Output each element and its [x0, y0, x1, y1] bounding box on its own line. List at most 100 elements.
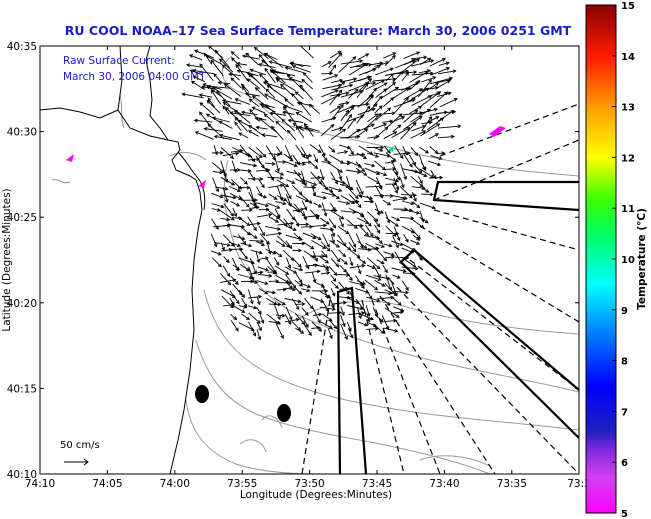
coastline-raritan-bay — [40, 107, 119, 119]
current-vector — [357, 240, 368, 249]
current-vector — [418, 69, 431, 74]
y-axis-label: Latitude (Degrees:Minutes) — [1, 188, 13, 331]
current-vector — [364, 162, 376, 168]
current-vector — [366, 326, 379, 331]
current-vector — [330, 128, 347, 140]
current-vector — [328, 296, 335, 309]
current-vector — [190, 80, 205, 91]
current-vector — [289, 61, 311, 67]
current-vector — [391, 216, 401, 222]
current-vector — [329, 319, 338, 330]
x-tick-label: 73:40 — [429, 478, 459, 490]
current-vector — [420, 161, 427, 172]
current-vector — [337, 226, 350, 235]
current-vector — [382, 199, 392, 206]
current-vector — [259, 312, 265, 324]
current-vector — [347, 128, 361, 139]
current-vector — [329, 50, 342, 59]
current-vector — [349, 263, 366, 269]
beam-line — [419, 225, 579, 323]
current-vector — [228, 185, 242, 193]
current-vector — [211, 257, 222, 268]
current-vector — [274, 208, 281, 219]
current-vector — [284, 266, 298, 274]
current-vector — [349, 290, 354, 301]
current-vector — [357, 257, 367, 264]
current-vector — [216, 90, 231, 107]
current-vector — [421, 116, 433, 132]
current-vector — [247, 289, 254, 305]
current-vector — [346, 271, 353, 282]
current-vector — [349, 281, 365, 287]
current-vector — [241, 198, 259, 202]
current-vector — [400, 122, 417, 140]
coastline-sandy-hook — [177, 151, 206, 211]
current-vector — [263, 113, 275, 123]
current-vector — [301, 307, 309, 316]
current-vector — [373, 146, 384, 152]
current-vector — [228, 241, 242, 248]
current-vector — [249, 270, 264, 275]
current-vector — [285, 240, 293, 250]
x-tick-label: 73:3 — [567, 478, 591, 490]
current-vector — [384, 289, 398, 296]
depth-contour — [195, 339, 491, 474]
x-axis-label: Longitude (Degrees:Minutes) — [240, 489, 392, 501]
beam-line — [389, 279, 579, 474]
current-vector — [374, 234, 383, 245]
current-vector — [348, 62, 369, 76]
current-vector — [347, 145, 354, 156]
current-vector — [212, 87, 233, 100]
current-vector — [249, 221, 261, 226]
current-vector — [284, 66, 304, 73]
current-vector — [285, 306, 293, 321]
current-vector — [229, 290, 240, 305]
current-vector — [340, 109, 350, 122]
current-vector — [419, 216, 429, 224]
map-plot-area: 50 cm/s — [40, 46, 579, 474]
current-vector — [238, 289, 245, 299]
current-vector — [249, 68, 266, 76]
current-vector — [276, 179, 290, 188]
current-vector — [257, 266, 270, 272]
current-vector — [401, 266, 419, 271]
current-vector — [295, 112, 313, 123]
current-vector — [355, 167, 368, 176]
colorbar-tick-label: 12 — [621, 153, 635, 164]
current-vector — [373, 218, 381, 228]
current-vector — [254, 87, 269, 100]
coverage-wedge — [399, 248, 579, 439]
current-vector — [229, 168, 241, 172]
current-vector — [374, 203, 381, 216]
current-vector — [286, 208, 296, 221]
current-vector — [205, 55, 223, 65]
current-vector — [235, 64, 249, 82]
current-vector — [330, 226, 336, 238]
current-vector — [374, 160, 386, 171]
current-vector — [247, 294, 263, 299]
current-vector — [230, 200, 241, 207]
current-vector — [280, 83, 294, 97]
scale-arrow — [64, 458, 89, 466]
x-tick-label: 73:45 — [362, 478, 392, 490]
current-vector — [339, 183, 351, 189]
map-title: RU COOL NOAA–17 Sea Surface Temperature:… — [65, 23, 572, 38]
current-vector — [268, 302, 282, 307]
current-vector — [241, 208, 253, 212]
current-vector — [367, 152, 380, 158]
current-vector — [392, 87, 410, 99]
current-vector — [336, 239, 352, 251]
current-vector — [192, 75, 205, 83]
sst-pixel-patch — [66, 154, 74, 162]
current-vector — [294, 279, 304, 287]
y-axis: 40:35 40:30 40:25 40:20 40:15 40:10 — [7, 41, 579, 481]
current-vector — [265, 225, 282, 231]
current-vector — [429, 91, 449, 109]
current-vector — [249, 258, 258, 275]
current-vector — [222, 151, 240, 157]
current-vector — [357, 53, 370, 61]
current-vector — [392, 196, 407, 202]
current-vector — [373, 123, 388, 130]
current-vector — [239, 162, 258, 168]
current-vector — [238, 274, 254, 280]
